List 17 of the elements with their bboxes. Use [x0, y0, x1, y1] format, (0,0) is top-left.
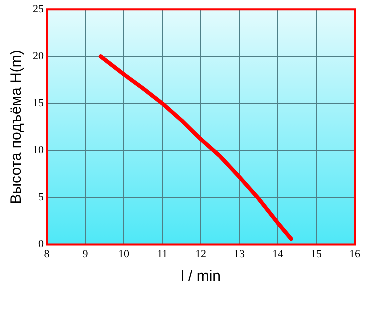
x-tick-label: 9: [82, 248, 89, 260]
x-tick-label: 15: [311, 248, 322, 260]
y-tick-label: 15: [33, 98, 44, 110]
y-tick-label: 25: [33, 3, 44, 16]
x-axis-title: l / min: [180, 268, 222, 286]
y-tick-label: 0: [38, 238, 44, 251]
x-tick-label: 10: [118, 248, 130, 260]
x-tick-label: 8: [44, 248, 50, 260]
y-tick-label: 5: [38, 192, 44, 204]
y-tick-label: 10: [33, 144, 44, 157]
x-tick-label: 11: [157, 248, 168, 260]
y-axis-title: Высота подъёма H(m): [8, 50, 26, 204]
x-tick-label: 16: [350, 248, 361, 260]
x-tick-label: 14: [272, 248, 284, 260]
x-tick-label: 12: [196, 248, 206, 260]
y-tick-label: 20: [33, 50, 44, 63]
x-tick-label: 13: [234, 248, 246, 260]
